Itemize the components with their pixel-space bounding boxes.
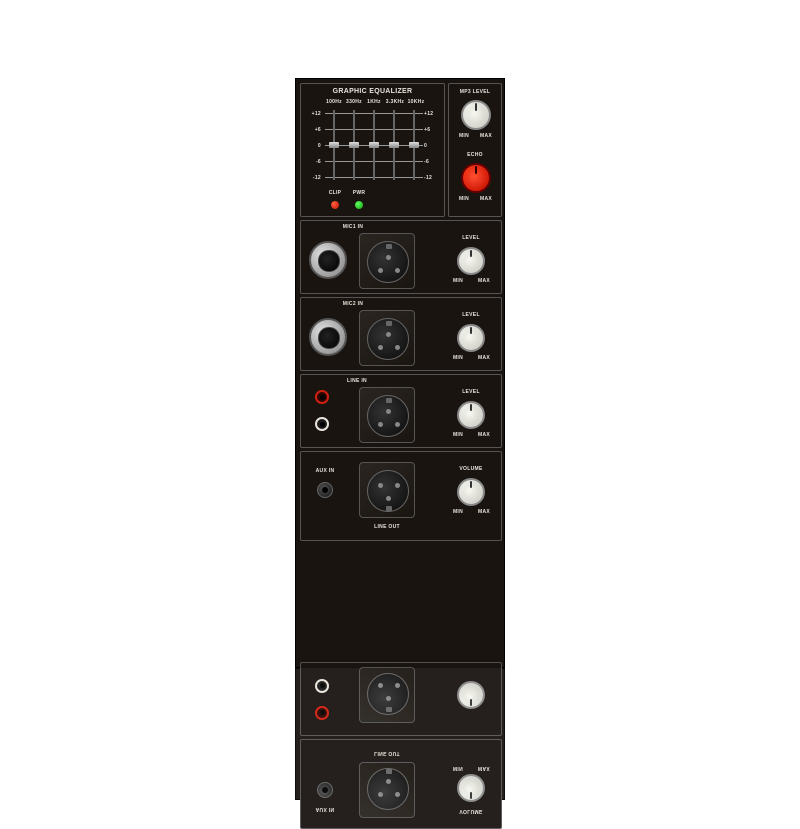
- eq-slider-1[interactable]: [353, 110, 355, 180]
- mp3-echo-section: MP3 LEVEL MIN MAX ECHO MIN MAX: [448, 83, 502, 217]
- clip-label: CLIP: [323, 190, 347, 196]
- linein-max: MAX: [475, 432, 493, 438]
- mic2-min: MIN: [449, 355, 467, 361]
- mic2-section: MIC2 IN LEVEL MIN MAX: [300, 297, 502, 371]
- linein-min: MIN: [449, 432, 467, 438]
- echo-title: ECHO: [449, 152, 501, 158]
- linein-xlr[interactable]: [367, 395, 409, 437]
- eq-scale-r-2: 0: [424, 143, 440, 149]
- aux-title: AUX IN: [307, 468, 343, 474]
- eq-slider-2[interactable]: [373, 110, 375, 180]
- mic1-knob-title: LEVEL: [451, 235, 491, 241]
- mic1-min: MIN: [449, 278, 467, 284]
- aux-section: AUX IN LINE OUT VOLUME MIN MAX: [300, 451, 502, 541]
- eq-scale-r-3: -6: [424, 159, 440, 165]
- mic1-max: MAX: [475, 278, 493, 284]
- eq-title: GRAPHIC EQUALIZER: [301, 88, 444, 95]
- eq-band-3: 3.3KHz: [383, 99, 407, 105]
- pwr-led: [355, 201, 363, 209]
- linein-rca-white[interactable]: [315, 417, 329, 431]
- eq-scale-l-2: 0: [305, 143, 321, 149]
- linein-knob-title: LEVEL: [451, 389, 491, 395]
- volume-min: MIN: [449, 509, 467, 515]
- eq-slider-4[interactable]: [413, 110, 415, 180]
- eq-scale-l-3: -6: [305, 159, 321, 165]
- linein-section: LINE IN LEVEL MIN MAX: [300, 374, 502, 448]
- eq-scale-r-4: -12: [424, 175, 440, 181]
- eq-slider-0[interactable]: [333, 110, 335, 180]
- mp3-knob[interactable]: [461, 100, 491, 130]
- echo-min: MIN: [455, 196, 473, 202]
- mic1-section: MIC1 IN LEVEL MIN MAX: [300, 220, 502, 294]
- mic2-xlr-plate: [359, 310, 415, 366]
- clip-led: [331, 201, 339, 209]
- eq-slider-3[interactable]: [393, 110, 395, 180]
- eq-section: GRAPHIC EQUALIZER 100Hz 330Hz 1KHz 3.3KH…: [300, 83, 445, 217]
- mp3-title: MP3 LEVEL: [449, 89, 501, 95]
- mic2-knob-title: LEVEL: [451, 312, 491, 318]
- mic2-title: MIC2 IN: [333, 301, 373, 307]
- lineout-xlr[interactable]: [367, 470, 409, 512]
- linein-rca-red[interactable]: [315, 390, 329, 404]
- linein-title: LINE IN: [337, 378, 377, 384]
- reflection: AUX IN LINE OUT VOLUME MIN MAX: [295, 668, 505, 800]
- echo-max: MAX: [477, 196, 495, 202]
- eq-scale-r-0: +12: [424, 111, 440, 117]
- mic1-title: MIC1 IN: [333, 224, 373, 230]
- eq-scale-r-1: +6: [424, 127, 440, 133]
- mp3-min: MIN: [455, 133, 473, 139]
- mic1-level-knob[interactable]: [457, 247, 485, 275]
- linein-xlr-plate: [359, 387, 415, 443]
- eq-scale-l-1: +6: [305, 127, 321, 133]
- mic2-trs-jack[interactable]: [309, 318, 347, 356]
- mic1-xlr-plate: [359, 233, 415, 289]
- mic1-xlr[interactable]: [367, 241, 409, 283]
- mic1-trs-jack[interactable]: [309, 241, 347, 279]
- lineout-xlr-plate: [359, 462, 415, 518]
- eq-scale-l-4: -12: [305, 175, 321, 181]
- aux-jack[interactable]: [317, 482, 333, 498]
- pwr-label: PWR: [347, 190, 371, 196]
- eq-scale-l-0: +12: [305, 111, 321, 117]
- eq-band-1: 330Hz: [343, 99, 365, 105]
- mic2-max: MAX: [475, 355, 493, 361]
- eq-band-0: 100Hz: [323, 99, 345, 105]
- mic2-xlr[interactable]: [367, 318, 409, 360]
- volume-knob[interactable]: [457, 478, 485, 506]
- lineout-title: LINE OUT: [363, 524, 411, 530]
- mixer-panel: GRAPHIC EQUALIZER 100Hz 330Hz 1KHz 3.3KH…: [295, 78, 505, 668]
- eq-band-4: 10KHz: [405, 99, 427, 105]
- mp3-max: MAX: [477, 133, 495, 139]
- volume-max: MAX: [475, 509, 493, 515]
- linein-level-knob[interactable]: [457, 401, 485, 429]
- echo-knob[interactable]: [461, 163, 491, 193]
- mic2-level-knob[interactable]: [457, 324, 485, 352]
- eq-band-2: 1KHz: [363, 99, 385, 105]
- volume-title: VOLUME: [451, 466, 491, 472]
